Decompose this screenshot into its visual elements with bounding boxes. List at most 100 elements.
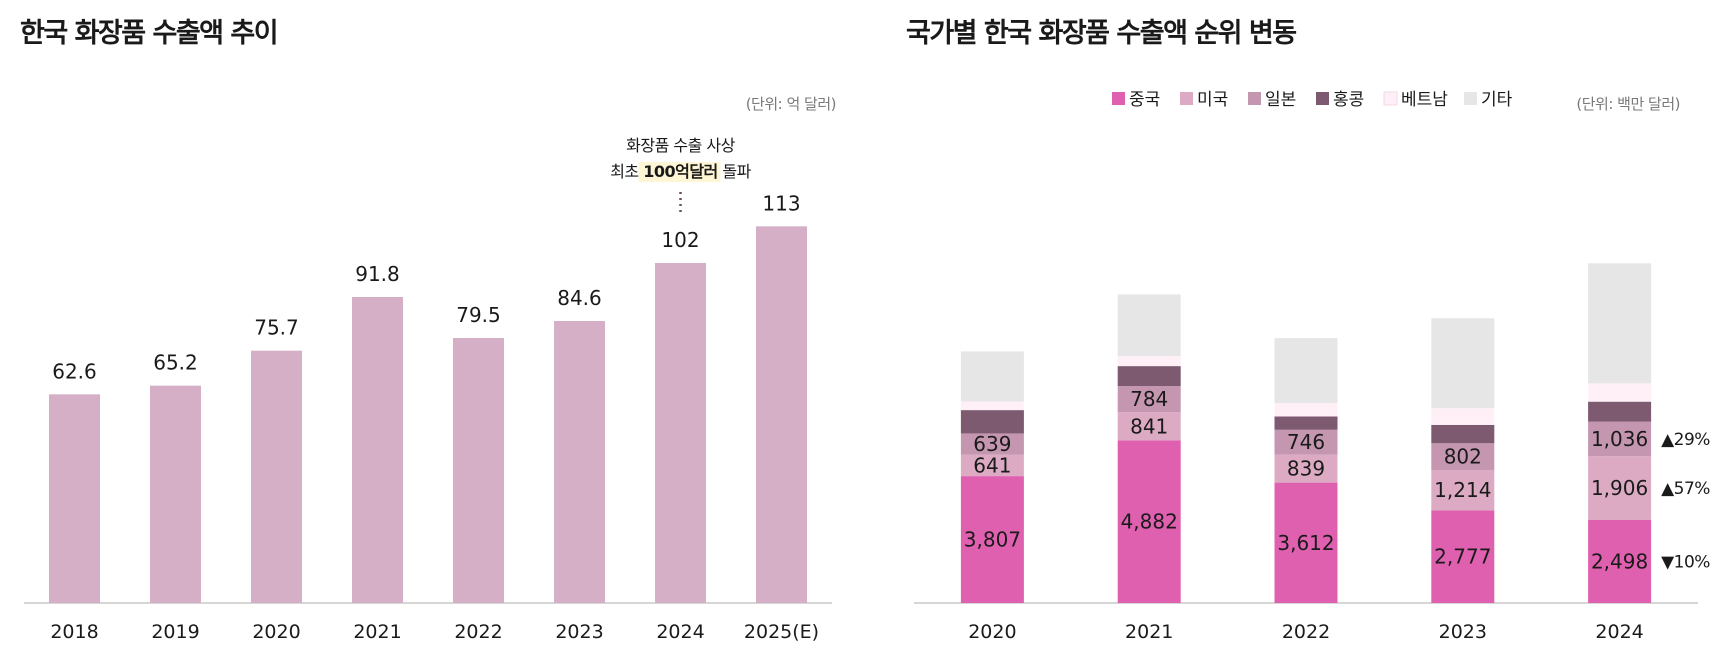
x-tick-2023: 2023 [1439,621,1487,643]
export-trend-unit: (단위: 억 달러) [746,95,836,113]
segment-label-미국-2023: 1,214 [1434,478,1491,502]
segment-베트남-2021 [1117,356,1181,367]
segment-홍콩-2021 [1117,366,1181,387]
x-tick-2025(E): 2025(E) [744,621,819,643]
export-trend-title: 한국 화장품 수출액 추이 [20,18,277,49]
bar-2023 [554,321,605,603]
segment-홍콩-2023 [1431,424,1495,444]
segment-베트남-2024 [1588,383,1652,402]
country-rank-unit: (단위: 백만 달러) [1576,95,1680,113]
annotation-prefix: 최초 [610,162,643,181]
export-trend-bars: 62.6 2018 65.2 2019 75.7 2020 91.8 2021 79.5 2022… [49,191,819,643]
change-중국: ▼10% [1661,552,1710,572]
legend-label-중국: 중국 [1129,90,1160,110]
segment-label-미국-2024: 1,906 [1591,476,1648,500]
country-rank-title: 국가별 한국 화장품 수출액 순위 변동 [906,18,1296,49]
segment-미국-2023 [1431,469,1495,511]
annotation-highlight-text: 100억달러 [643,162,718,181]
x-tick-2019: 2019 [151,621,199,643]
segment-홍콩-2024 [1588,401,1652,422]
segment-중국-2022 [1274,482,1338,603]
segment-중국-2020 [960,476,1024,603]
segment-label-미국-2022: 839 [1287,457,1325,481]
segment-label-일본-2021: 784 [1130,387,1168,411]
x-tick-2021: 2021 [1125,621,1173,643]
segment-label-중국-2020: 3,807 [964,528,1021,552]
segment-베트남-2020 [960,401,1024,411]
segment-일본-2021 [1117,386,1181,413]
segment-미국-2021 [1117,412,1181,441]
bar-2024 [655,263,706,603]
change-일본: ▲29% [1661,430,1710,450]
value-label-2021: 91.8 [355,262,400,286]
legend-label-홍콩: 홍콩 [1333,90,1364,110]
bar-2019 [150,385,201,603]
export-trend-chart: 한국 화장품 수출액 추이 (단위: 억 달러) 62.6 2018 65.2 201… [20,18,837,643]
segment-label-일본-2020: 639 [973,432,1011,456]
segment-label-중국-2021: 4,882 [1121,510,1178,534]
segment-베트남-2023 [1431,408,1495,425]
segment-중국-2021 [1117,440,1181,603]
segment-홍콩-2022 [1274,416,1338,430]
x-tick-2022: 2022 [454,621,502,643]
segment-label-중국-2022: 3,612 [1277,531,1334,555]
x-tick-2022: 2022 [1282,621,1330,643]
segment-label-중국-2023: 2,777 [1434,545,1491,569]
segment-미국-2020 [960,454,1024,477]
bar-2022 [453,338,504,603]
x-tick-2021: 2021 [353,621,401,643]
segment-미국-2022 [1274,454,1338,483]
legend-label-기타: 기타 [1481,90,1513,110]
legend-swatch-미국 [1180,92,1193,105]
segment-기타-2021 [1117,294,1181,357]
x-tick-2024: 2024 [1595,621,1643,643]
segment-중국-2023 [1431,510,1495,603]
segment-미국-2024 [1588,456,1652,520]
segment-일본-2024 [1588,421,1652,457]
annotation-line-1: 화장품 수출 사상 [626,136,735,155]
value-label-2018: 62.6 [52,359,97,383]
x-tick-2018: 2018 [50,621,98,643]
bar-2020 [251,350,302,603]
legend-swatch-기타 [1464,92,1477,105]
legend-label-일본: 일본 [1265,90,1296,110]
segment-일본-2023 [1431,443,1495,470]
segment-label-중국-2024: 2,498 [1591,549,1648,573]
segment-중국-2024 [1588,519,1652,603]
segment-기타-2023 [1431,318,1495,409]
segment-label-일본-2023: 802 [1444,445,1482,469]
segment-label-일본-2022: 746 [1287,430,1325,454]
annotation-highlight [638,162,721,182]
value-label-2020: 75.7 [254,316,299,340]
value-label-2019: 65.2 [153,351,198,375]
segment-label-일본-2024: 1,036 [1591,427,1648,451]
segment-label-미국-2021: 841 [1130,414,1168,438]
value-label-2025(E): 113 [762,191,800,215]
segment-일본-2022 [1274,429,1338,455]
legend-label-베트남: 베트남 [1401,90,1448,110]
legend-label-미국: 미국 [1197,90,1228,110]
segment-label-미국-2020: 641 [973,453,1011,477]
segment-베트남-2022 [1274,403,1338,417]
segment-기타-2024 [1588,263,1652,384]
value-label-2024: 102 [661,228,699,252]
segment-일본-2020 [960,433,1024,455]
change-미국: ▲57% [1661,479,1710,499]
x-tick-2024: 2024 [656,621,704,643]
legend-swatch-베트남 [1383,91,1398,106]
segment-홍콩-2020 [960,410,1024,434]
legend-swatch-중국 [1112,92,1125,105]
x-tick-2023: 2023 [555,621,603,643]
segment-기타-2022 [1274,338,1338,404]
bar-2021 [352,297,403,603]
x-tick-2020: 2020 [968,621,1016,643]
x-tick-2020: 2020 [252,621,300,643]
bar-2025(E) [756,226,807,604]
legend-swatch-홍콩 [1316,92,1329,105]
legend-swatch-일본 [1248,92,1261,105]
value-label-2022: 79.5 [456,303,501,327]
annotation-line-2: 최초 100억달러 돌파 [610,162,751,181]
country-rank-chart: 국가별 한국 화장품 수출액 순위 변동 (단위: 백만 달러) 중국 미국 일본 홍… [906,18,1711,643]
